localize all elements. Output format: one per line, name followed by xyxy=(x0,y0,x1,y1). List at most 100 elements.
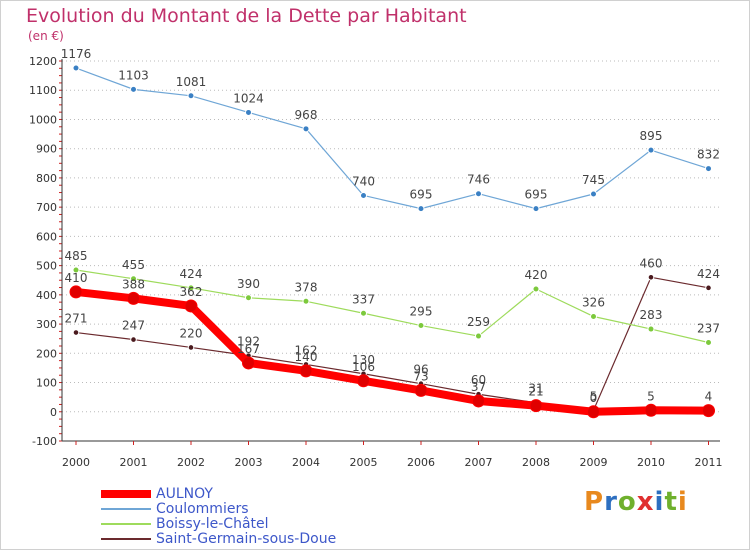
x-tick-label: 2000 xyxy=(62,456,90,469)
data-label-aulnoy: 73 xyxy=(413,369,428,383)
y-tick-label: 200 xyxy=(36,347,57,360)
data-label-aulnoy: 410 xyxy=(65,271,88,285)
data-point-coulommiers xyxy=(72,64,80,72)
data-point-boissy-le-ch-tel xyxy=(245,294,252,302)
data-label-boissy-le-ch-tel: 326 xyxy=(582,295,605,309)
legend-item-boissy: Boissy-le-Châtel xyxy=(101,516,336,532)
data-point-aulnoy xyxy=(414,383,428,397)
data-label-coulommiers: 745 xyxy=(582,173,605,187)
data-label-boissy-le-ch-tel: 424 xyxy=(180,267,203,281)
y-tick-label: 900 xyxy=(36,143,57,156)
data-label-boissy-le-ch-tel: 283 xyxy=(640,308,663,322)
data-label-saint-germain-sous-doue: 271 xyxy=(65,312,88,326)
data-point-aulnoy xyxy=(702,404,715,418)
legend-item-saint-germain: Saint-Germain-sous-Doue xyxy=(101,530,337,547)
data-label-aulnoy: 21 xyxy=(528,385,543,399)
legend-swatch-saint-germain xyxy=(101,537,151,540)
data-point-coulommiers xyxy=(245,108,252,116)
data-point-coulommiers xyxy=(187,92,195,100)
y-tick-label: 100 xyxy=(36,377,57,390)
data-point-boissy-le-ch-tel xyxy=(72,266,80,274)
legend-item-coulommiers: Coulommiers xyxy=(101,500,336,517)
data-label-saint-germain-sous-doue: 60 xyxy=(471,373,486,387)
data-label-coulommiers: 695 xyxy=(525,188,548,202)
series-line-coulommiers xyxy=(75,67,710,210)
x-tick-label: 2008 xyxy=(522,456,550,469)
data-point-coulommiers xyxy=(302,125,310,133)
data-label-boissy-le-ch-tel: 295 xyxy=(410,305,433,319)
data-point-saint-germain-sous-doue xyxy=(130,336,137,343)
data-label-saint-germain-sous-doue: 96 xyxy=(413,363,428,377)
data-point-saint-germain-sous-doue xyxy=(647,274,655,281)
data-point-coulommiers xyxy=(417,205,425,213)
data-label-coulommiers: 832 xyxy=(697,148,720,162)
data-point-coulommiers xyxy=(532,205,540,213)
y-tick-label: 400 xyxy=(36,289,57,302)
data-label-saint-germain-sous-doue: 5 xyxy=(590,389,598,403)
data-label-coulommiers: 895 xyxy=(640,129,663,143)
data-label-coulommiers: 1103 xyxy=(118,68,149,82)
proxiti-logo: Proxiti xyxy=(584,487,688,517)
data-label-saint-germain-sous-doue: 220 xyxy=(180,326,203,340)
x-tick-label: 2002 xyxy=(177,456,205,469)
legend: AULNOY Coulommiers Boissy-le-Châtel Sain… xyxy=(101,485,337,547)
data-point-saint-germain-sous-doue xyxy=(187,344,195,351)
data-point-boissy-le-ch-tel xyxy=(360,309,367,317)
data-label-coulommiers: 1081 xyxy=(176,75,207,89)
data-point-boissy-le-ch-tel xyxy=(187,284,195,292)
data-label-coulommiers: 1024 xyxy=(233,91,264,105)
data-point-boissy-le-ch-tel xyxy=(590,312,597,320)
data-label-aulnoy: 106 xyxy=(352,360,375,374)
data-point-coulommiers xyxy=(475,190,482,198)
y-tick-label: 1000 xyxy=(29,113,57,126)
data-point-coulommiers xyxy=(705,165,712,173)
legend-swatch-coulommiers xyxy=(101,507,151,510)
data-label-coulommiers: 1176 xyxy=(61,47,92,61)
data-point-saint-germain-sous-doue xyxy=(72,329,80,336)
data-label-coulommiers: 968 xyxy=(295,108,318,122)
data-label-saint-germain-sous-doue: 460 xyxy=(640,256,663,270)
x-tick-label: 2005 xyxy=(350,456,378,469)
data-label-aulnoy: 4 xyxy=(705,390,713,404)
data-label-saint-germain-sous-doue: 162 xyxy=(295,343,318,357)
x-tick-label: 2007 xyxy=(465,456,493,469)
data-point-aulnoy xyxy=(242,356,255,370)
data-label-boissy-le-ch-tel: 420 xyxy=(525,268,548,282)
x-tick-label: 2004 xyxy=(292,456,320,469)
data-point-boissy-le-ch-tel xyxy=(417,322,425,330)
unit-label: (en €) xyxy=(28,29,64,43)
legend-label-coulommiers: Coulommiers xyxy=(156,500,249,517)
data-label-saint-germain-sous-doue: 192 xyxy=(237,335,260,349)
y-tick-label: 1100 xyxy=(29,84,57,97)
data-point-aulnoy xyxy=(644,403,658,417)
data-point-boissy-le-ch-tel xyxy=(705,338,712,346)
legend-swatch-aulnoy xyxy=(101,489,151,498)
data-point-aulnoy xyxy=(127,291,140,305)
y-tick-label: 0 xyxy=(50,406,57,419)
series-line-aulnoy xyxy=(72,287,713,416)
legend-item-aulnoy: AULNOY xyxy=(101,485,336,502)
data-point-aulnoy xyxy=(357,374,370,388)
data-label-saint-germain-sous-doue: 424 xyxy=(697,267,720,281)
legend-label-aulnoy: AULNOY xyxy=(156,485,213,502)
data-point-boissy-le-ch-tel xyxy=(302,297,310,305)
data-label-coulommiers: 740 xyxy=(352,174,375,188)
data-label-aulnoy: 5 xyxy=(647,389,655,403)
data-label-saint-germain-sous-doue: 130 xyxy=(352,353,375,367)
data-point-coulommiers xyxy=(130,85,137,93)
y-tick-label: 300 xyxy=(36,318,57,331)
data-label-aulnoy: 140 xyxy=(295,350,318,364)
data-point-boissy-le-ch-tel xyxy=(647,325,655,333)
data-label-boissy-le-ch-tel: 259 xyxy=(467,315,490,329)
data-label-boissy-le-ch-tel: 337 xyxy=(352,292,375,306)
data-label-boissy-le-ch-tel: 237 xyxy=(697,321,720,335)
data-label-aulnoy: 388 xyxy=(122,277,145,291)
legend-label-saint-germain: Saint-Germain-sous-Doue xyxy=(156,530,337,547)
data-point-aulnoy xyxy=(472,394,485,408)
data-point-aulnoy xyxy=(299,364,313,378)
y-tick-label: 600 xyxy=(36,230,57,243)
data-label-coulommiers: 695 xyxy=(410,188,433,202)
data-label-saint-germain-sous-doue: 31 xyxy=(528,382,543,396)
